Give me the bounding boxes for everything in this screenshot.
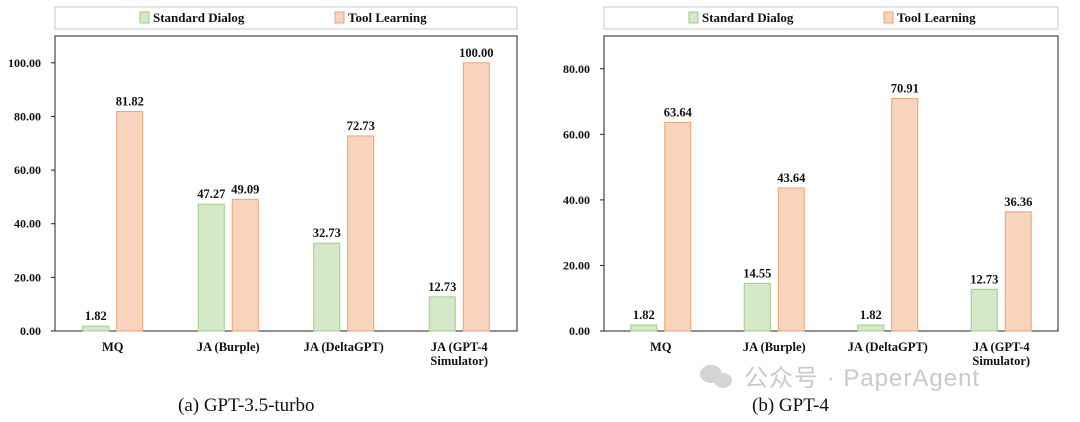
legend-swatch-standard <box>688 11 699 24</box>
data-label-standard: 12.73 <box>970 272 998 286</box>
bar-standard <box>743 282 771 332</box>
data-label-standard: 1.82 <box>860 308 882 322</box>
caption-gpt4: (b) GPT-4 <box>752 395 829 416</box>
data-label-standard: 32.73 <box>313 226 341 240</box>
y-tick-label: 0.00 <box>569 324 590 338</box>
data-label-tool: 63.64 <box>664 105 693 119</box>
x-tick-label: Simulator) <box>972 354 1030 368</box>
bar-tool <box>664 121 692 332</box>
data-label-standard: 47.27 <box>197 187 225 201</box>
bar-standard <box>857 324 885 332</box>
legend-swatch-tool <box>334 11 345 24</box>
y-tick-label: 60.00 <box>14 163 41 177</box>
y-tick-label: 20.00 <box>563 258 590 272</box>
bar-standard <box>197 203 225 332</box>
data-label-tool: 49.09 <box>231 182 259 196</box>
legend-swatch-standard <box>139 11 150 24</box>
wechat-icon <box>700 363 734 389</box>
data-label-standard: 1.82 <box>633 308 655 322</box>
watermark: 公众号 · PaperAgent <box>700 358 980 393</box>
x-tick-label: MQ <box>102 340 124 354</box>
y-tick-label: 0.00 <box>20 324 41 338</box>
bar-standard <box>428 296 456 332</box>
x-tick-label: JA (Burple) <box>743 340 806 354</box>
x-tick-label: Simulator) <box>430 354 488 368</box>
y-tick-label: 100.00 <box>8 56 41 70</box>
bar-tool <box>1004 211 1032 332</box>
legend: Standard Dialog Tool Learning <box>603 6 1059 30</box>
data-label-tool: 100.00 <box>459 46 493 60</box>
caption-gpt35: (a) GPT-3.5-turbo <box>178 395 315 416</box>
plot-frame <box>603 35 1059 332</box>
data-label-tool: 36.36 <box>1004 195 1032 209</box>
legend-box <box>54 6 518 30</box>
legend-label-tool: Tool Learning <box>897 10 976 25</box>
y-tick-label: 60.00 <box>563 127 590 141</box>
y-tick-label: 80.00 <box>563 62 590 76</box>
bar-standard <box>970 288 998 332</box>
x-tick-label: JA (GPT-4 <box>973 340 1031 354</box>
bar-standard <box>630 324 658 332</box>
plot-frame <box>54 35 518 332</box>
bar-tool <box>891 98 919 332</box>
x-tick-label: JA (Burple) <box>197 340 260 354</box>
x-tick-label: JA (GPT-4 <box>431 340 489 354</box>
legend-box <box>603 6 1059 30</box>
data-label-standard: 12.73 <box>428 280 456 294</box>
y-tick-label: 40.00 <box>563 193 590 207</box>
x-tick-label: MQ <box>650 340 672 354</box>
legend: Standard Dialog Tool Learning <box>54 6 518 30</box>
legend-label-standard: Standard Dialog <box>153 10 245 25</box>
bar-tool <box>231 198 259 332</box>
chart-gpt4: Standard Dialog Tool Learning 0.00 20.00 40.… <box>563 6 1059 368</box>
y-tick-label: 40.00 <box>14 217 41 231</box>
y-tick-label: 80.00 <box>14 109 41 123</box>
bar-tool <box>777 187 805 332</box>
legend-label-standard: Standard Dialog <box>702 10 794 25</box>
x-tick-label: JA (DeltaGPT) <box>848 340 928 354</box>
legend-swatch-tool <box>883 11 894 24</box>
bar-tool <box>347 135 375 332</box>
data-label-tool: 43.64 <box>777 171 806 185</box>
chart-gpt35: Standard Dialog Tool Learning 0.00 20.00 40.… <box>8 6 518 368</box>
bar-standard <box>313 242 341 332</box>
data-label-tool: 72.73 <box>347 119 375 133</box>
data-label-standard: 1.82 <box>85 309 107 323</box>
data-label-tool: 81.82 <box>116 95 144 109</box>
bar-tool <box>462 62 490 332</box>
data-label-tool: 70.91 <box>891 82 919 96</box>
bar-standard <box>82 325 110 332</box>
legend-label-tool: Tool Learning <box>348 10 427 25</box>
watermark-text: 公众号 · PaperAgent <box>744 365 981 392</box>
y-tick-label: 20.00 <box>14 270 41 284</box>
x-tick-label: JA (DeltaGPT) <box>304 340 384 354</box>
bar-tool <box>116 111 144 332</box>
data-label-standard: 14.55 <box>743 266 771 280</box>
